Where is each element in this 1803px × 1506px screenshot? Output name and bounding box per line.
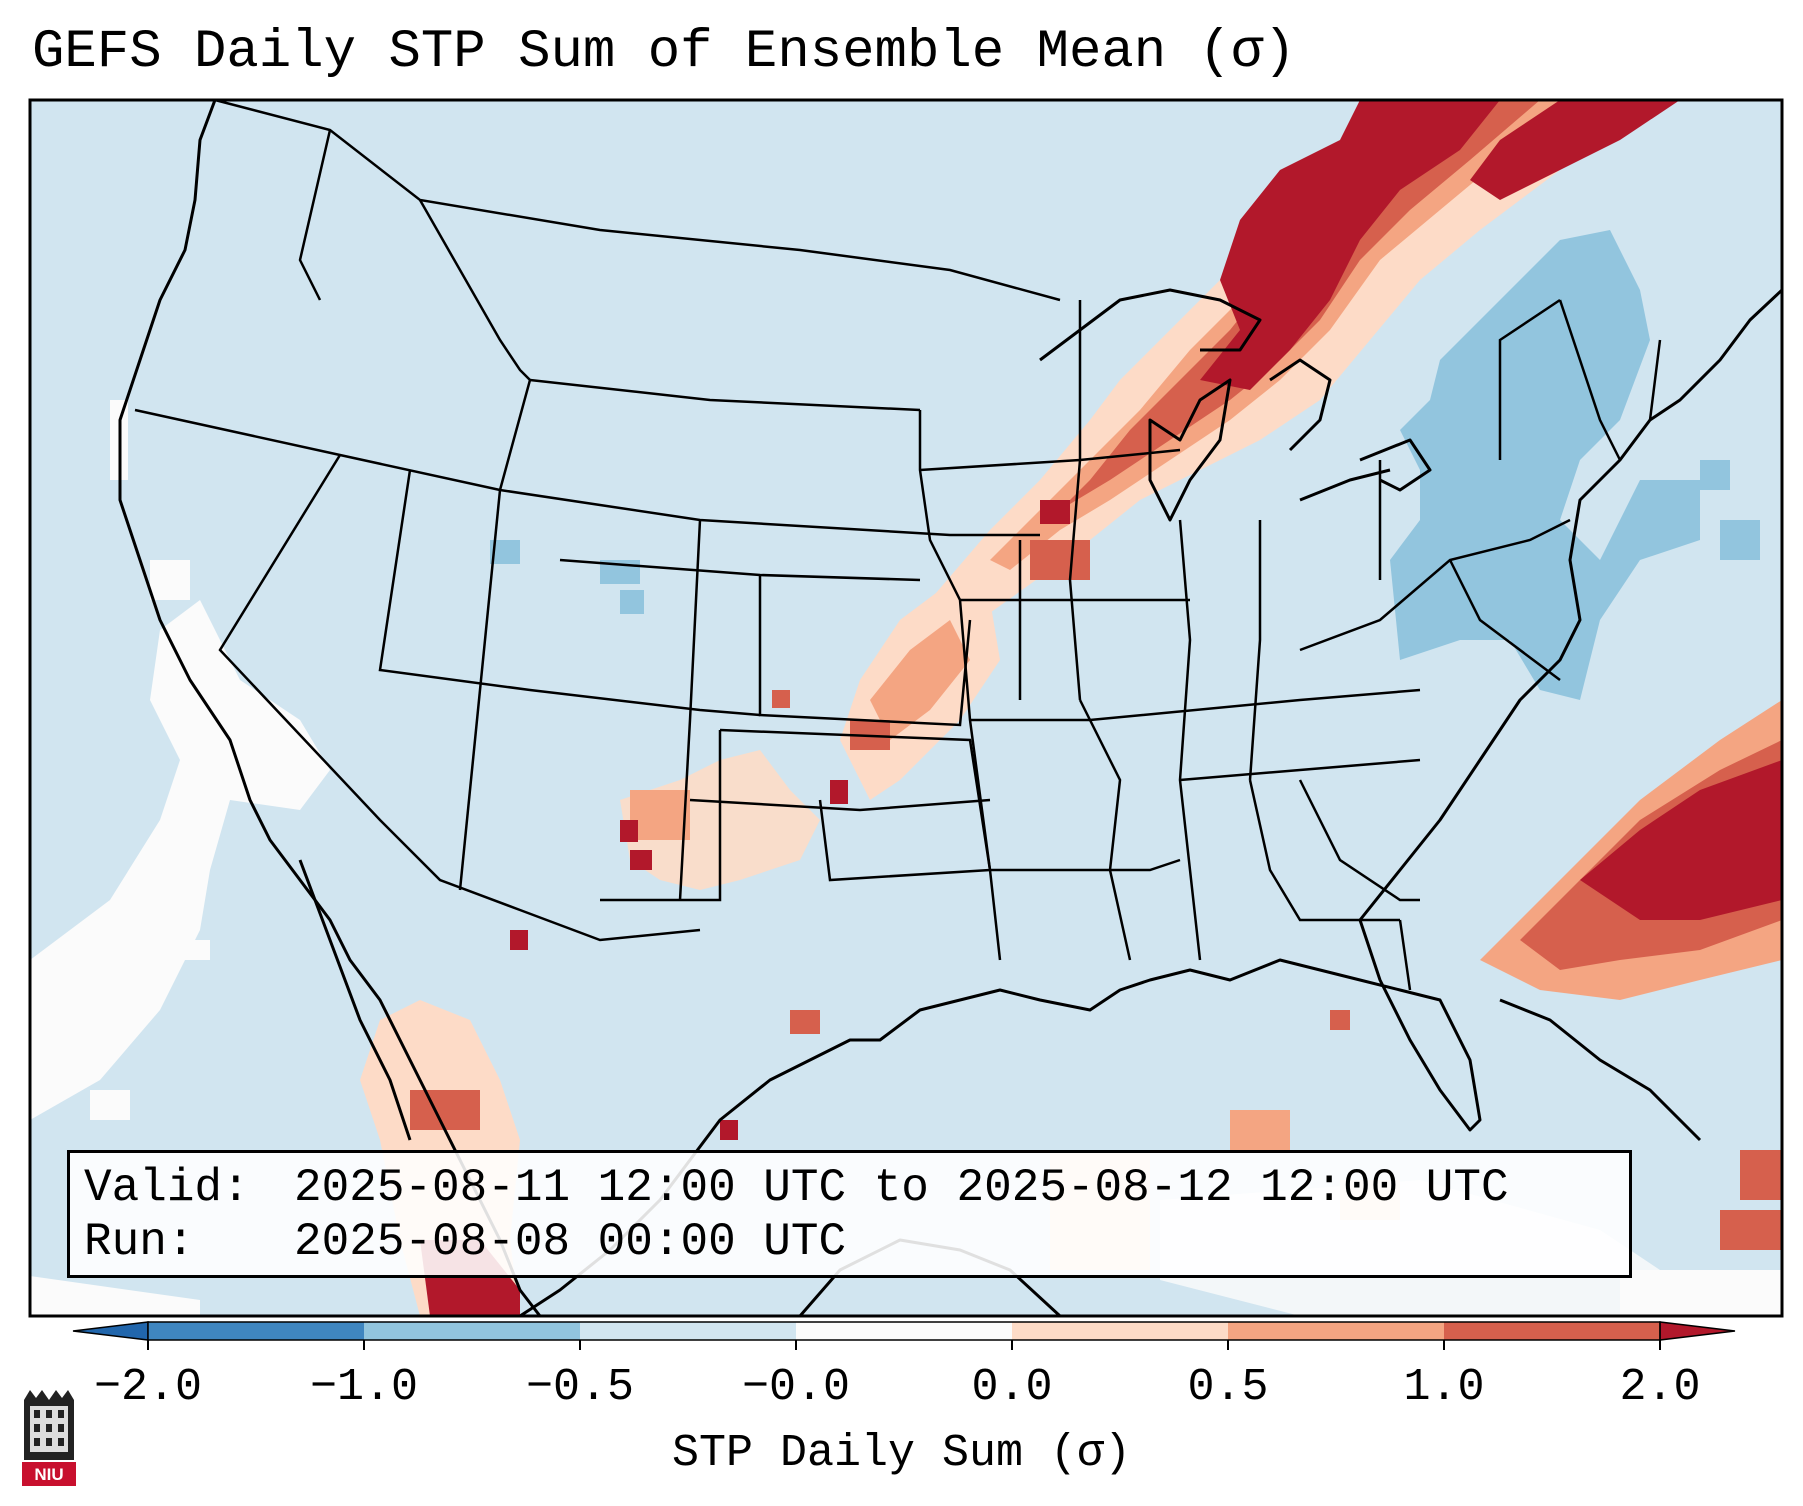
colorbar-segment — [580, 1322, 796, 1340]
pacific-near-zero-area — [30, 400, 330, 1316]
logo-text: NIU — [34, 1465, 63, 1484]
colorbar-tick-label: −1.0 — [309, 1362, 419, 1413]
colorbar-segment — [364, 1322, 580, 1340]
colorbar-tick-label: −2.0 — [93, 1362, 203, 1413]
midwest-elevated-band — [930, 100, 1680, 620]
validity-info-box: Valid: 2025-08-11 12:00 UTC to 2025-08-12… — [67, 1150, 1632, 1278]
colorbar-segment — [148, 1322, 364, 1340]
colorbar-tick-label: 2.0 — [1619, 1362, 1701, 1413]
colorbar-tick-label: 0.5 — [1187, 1362, 1269, 1413]
niu-logo: NIU — [22, 1390, 76, 1486]
colorbar-tick-label: 0.0 — [971, 1362, 1053, 1413]
chart-title: GEFS Daily STP Sum of Ensemble Mean (σ) — [32, 22, 1296, 83]
colorbar-label: STP Daily Sum (σ) — [671, 1428, 1132, 1479]
colorbar-frame — [147, 1321, 1661, 1341]
run-label: Run: — [84, 1216, 195, 1268]
colorbar-over-extend — [1659, 1321, 1736, 1341]
state-borders — [134, 100, 1662, 991]
colorbar-tick-label: 1.0 — [1403, 1362, 1485, 1413]
valid-label: Valid: — [84, 1162, 250, 1214]
colorbar-segment — [1444, 1322, 1660, 1340]
colorbar — [72, 1321, 1736, 1350]
colorbar-segment — [796, 1322, 1012, 1340]
valid-time-range: 2025-08-11 12:00 UTC to 2025-08-12 12:00… — [294, 1162, 1509, 1214]
colorbar-segment — [1228, 1322, 1444, 1340]
caribbean-near-zero-patch — [1620, 1270, 1782, 1316]
colorbar-tick-label: −0.0 — [741, 1362, 851, 1413]
colorbar-under-extend — [72, 1321, 149, 1341]
run-time: 2025-08-08 00:00 UTC — [294, 1216, 847, 1268]
northeast-below-mean-area — [490, 230, 1760, 700]
colorbar-tick-label: −0.5 — [525, 1362, 635, 1413]
atlantic-elevated-area — [1480, 700, 1782, 1250]
map-frame — [28, 98, 1784, 1318]
colorbar-segment — [1012, 1322, 1228, 1340]
